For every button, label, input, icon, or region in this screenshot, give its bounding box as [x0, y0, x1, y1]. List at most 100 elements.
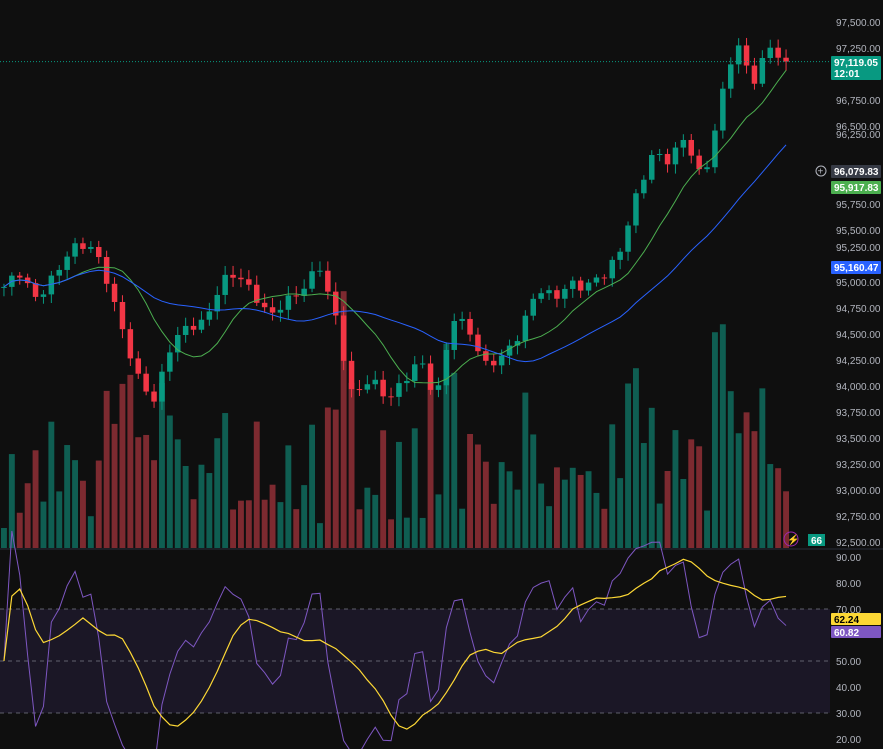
candle-body — [554, 290, 560, 299]
candle-body — [285, 295, 292, 310]
volume-bar — [95, 460, 102, 548]
volume-bar — [411, 428, 418, 548]
candle-body — [190, 325, 197, 330]
candle-body — [96, 246, 102, 258]
rsi-ma-label: 62.24 — [834, 615, 859, 626]
volume-bar — [601, 508, 608, 548]
volume-bar — [111, 423, 118, 548]
candle-body — [333, 291, 339, 316]
price-tick-label: 93,000.00 — [836, 486, 881, 497]
price-tick-label: 95,750.00 — [836, 200, 881, 211]
price-tick-label: 96,750.00 — [836, 96, 881, 107]
candle-body — [530, 298, 536, 316]
volume-bar — [48, 421, 55, 548]
volume-bar — [293, 509, 300, 548]
volume-bar — [577, 474, 584, 548]
candle-body — [167, 352, 173, 372]
crosshair-price-label: 96,079.83 — [834, 167, 879, 178]
volume-bar — [269, 484, 276, 548]
volume-bar — [696, 446, 703, 548]
volume-bar — [174, 439, 181, 548]
volume-bar — [759, 388, 766, 548]
price-tick-label: 95,250.00 — [836, 243, 881, 254]
volume-bar — [451, 372, 458, 548]
volume-bar — [561, 479, 568, 548]
volume-bar — [569, 467, 576, 548]
candle-body — [664, 153, 671, 165]
volume-bar — [340, 291, 347, 548]
price-tick-label: 95,000.00 — [836, 278, 881, 289]
price-tick-label: 93,500.00 — [836, 434, 881, 445]
candle-body — [585, 282, 592, 291]
volume-bar — [245, 500, 252, 548]
price-tick-label: 96,250.00 — [836, 130, 881, 141]
volume-bar — [182, 466, 189, 548]
volume-bar — [388, 519, 394, 548]
volume-bar — [1, 528, 7, 548]
ma-slow-label-bg — [831, 261, 881, 274]
volume-bar — [498, 462, 505, 548]
volume-bar — [648, 407, 655, 548]
candle-body — [514, 341, 521, 346]
candle-body — [32, 283, 39, 297]
add-alert-icon[interactable] — [815, 165, 827, 177]
rsi-label-bg — [831, 626, 881, 638]
last-price-label-bg — [831, 56, 881, 80]
candle-body — [562, 288, 568, 299]
volume-bar — [206, 473, 213, 548]
candle-body — [577, 280, 584, 291]
lightning-icon[interactable] — [783, 531, 799, 547]
volume-bar — [87, 516, 94, 548]
volume-bar — [151, 460, 157, 548]
candle-body — [656, 153, 663, 155]
price-tick-label: 97,500.00 — [836, 18, 881, 29]
volume-bar — [538, 483, 545, 548]
price-tick-label: 94,250.00 — [836, 356, 881, 367]
price-tick-label: 94,500.00 — [836, 330, 881, 341]
volume-bar — [546, 506, 552, 548]
volume-bar — [348, 382, 355, 548]
candle-body — [688, 139, 694, 156]
volume-bar — [143, 434, 150, 548]
price-tick-label: 93,750.00 — [836, 408, 881, 419]
candle-body — [143, 373, 149, 392]
rsi-label: 60.82 — [834, 628, 859, 639]
volume-bar — [135, 437, 142, 548]
candle-body — [404, 380, 410, 384]
candle-body — [712, 130, 718, 168]
candle-body — [475, 334, 481, 352]
candle-body — [728, 64, 734, 89]
candle-body — [198, 319, 205, 330]
price-tick-label: 95,500.00 — [836, 226, 881, 237]
candle-body — [467, 318, 473, 335]
volume-bar — [332, 409, 339, 548]
rsi-tick-label: 40.00 — [836, 683, 861, 694]
candle-body — [340, 315, 347, 361]
candle-body — [704, 167, 710, 170]
volume-bar — [427, 383, 434, 548]
ma-fast-line — [3, 70, 787, 384]
candle-body — [356, 389, 363, 391]
volume-bar — [372, 494, 379, 548]
candle-body — [609, 259, 615, 279]
candle-body — [427, 363, 434, 390]
candle-body — [222, 274, 228, 295]
ma-slow-label: 95,160.47 — [834, 263, 879, 274]
volume-bar — [783, 491, 789, 548]
candle-body — [601, 277, 608, 279]
candle-body — [751, 65, 758, 84]
volume-bar — [277, 502, 284, 548]
volume-bar — [64, 445, 71, 548]
candle-body — [743, 45, 750, 66]
price-tick-label: 92,500.00 — [836, 538, 881, 549]
volume-bar — [743, 412, 750, 548]
price-tick-label: 93,250.00 — [836, 460, 881, 471]
volume-label-bg — [808, 534, 825, 546]
volume-bar — [56, 491, 63, 548]
volume-bar — [396, 441, 402, 548]
volume-label: 66 — [811, 536, 823, 547]
volume-bar — [127, 374, 134, 548]
candle-body — [767, 47, 773, 59]
candle-body — [88, 246, 94, 249]
